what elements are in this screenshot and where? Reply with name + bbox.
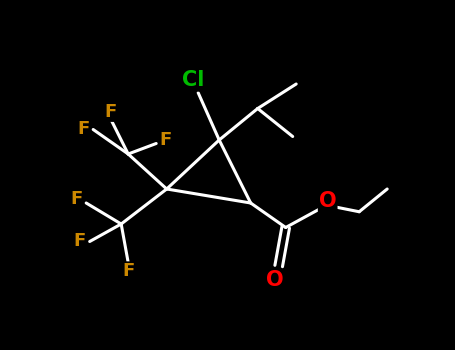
Text: F: F [122,262,134,280]
Text: F: F [105,103,117,121]
Text: F: F [77,120,90,139]
Text: O: O [319,191,337,211]
Text: F: F [160,131,172,149]
Text: F: F [74,232,86,251]
Text: F: F [70,190,82,209]
Text: O: O [266,270,284,290]
Text: Cl: Cl [182,70,204,91]
